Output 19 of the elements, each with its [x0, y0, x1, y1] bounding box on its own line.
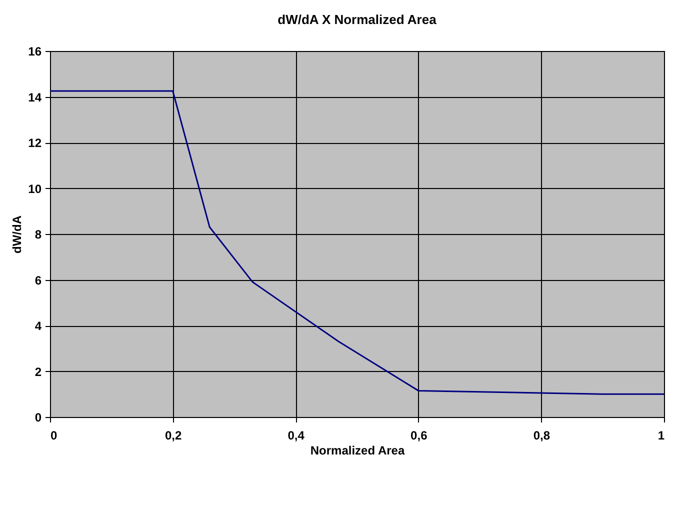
- y-tick-label: 6: [34, 273, 42, 288]
- x-tick-label: 0,6: [410, 428, 428, 442]
- y-tick-label: 16: [28, 44, 42, 58]
- chart-title: dW/dA X Normalized Area: [278, 12, 438, 27]
- x-tick-label: 0,8: [533, 428, 550, 442]
- x-tick-label: 0,4: [288, 428, 305, 442]
- y-tick-label: 2: [34, 364, 42, 379]
- x-tick-label: 0,2: [164, 428, 182, 442]
- y-tick-label: 10: [28, 182, 42, 196]
- line-series: [49, 90, 665, 395]
- y-tick-label: 4: [34, 319, 42, 333]
- y-tick-label: 0: [34, 410, 42, 424]
- y-axis-title: dW/dA: [10, 215, 24, 254]
- y-tick-label: 12: [28, 136, 42, 150]
- x-tick-label: 0: [50, 428, 58, 442]
- x-axis-title: Normalized Area: [310, 444, 405, 458]
- x-tick-label: 1: [658, 428, 665, 442]
- y-tick-label: 8: [34, 228, 42, 242]
- y-tick-label: 14: [28, 90, 42, 104]
